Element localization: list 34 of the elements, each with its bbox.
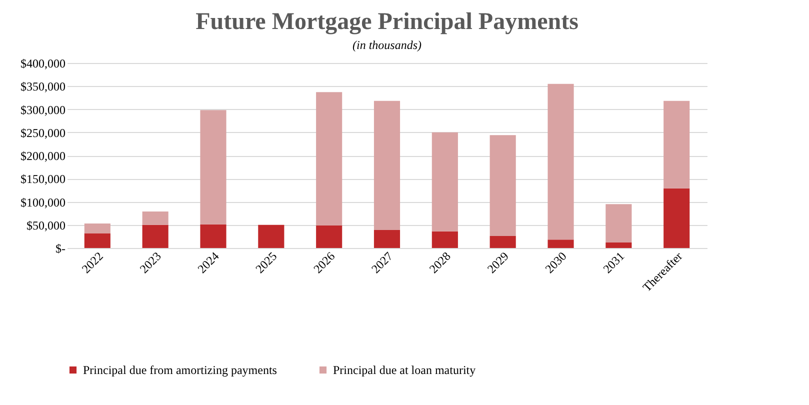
- bar: [142, 211, 168, 225]
- bar: [432, 132, 458, 232]
- y-tick-label: $250,000: [20, 126, 66, 140]
- bar: [664, 188, 690, 248]
- bar: [84, 223, 110, 234]
- bar: [606, 242, 632, 248]
- bar: [606, 204, 632, 242]
- bar: [200, 110, 226, 224]
- bar: [84, 233, 110, 248]
- bar: [142, 224, 168, 248]
- bar: [432, 231, 458, 248]
- bar: [374, 100, 400, 230]
- text: (in thousands): [352, 38, 422, 52]
- bar: [258, 224, 284, 248]
- y-tick-label: $200,000: [20, 149, 66, 163]
- legend-label: Principal due at loan maturity: [333, 363, 476, 377]
- bar: [316, 92, 342, 226]
- bar: [548, 84, 574, 240]
- chart-title: Future Mortgage Principal Payments: [196, 9, 578, 35]
- bar: [548, 240, 574, 248]
- y-tick-label: $300,000: [20, 102, 66, 117]
- legend-label: Principal due from amortizing payments: [83, 363, 278, 377]
- bar: [664, 100, 690, 188]
- bar: [316, 225, 342, 248]
- y-tick-label: $400,000: [20, 56, 66, 70]
- y-tick-label: $50,000: [26, 218, 66, 232]
- y-tick-label: $150,000: [20, 172, 66, 186]
- bar: [490, 135, 516, 236]
- bar: [374, 230, 400, 248]
- bar: [200, 224, 226, 248]
- y-tick-label: $350,000: [20, 80, 66, 94]
- y-tick-label: $100,000: [20, 195, 66, 210]
- bar: [490, 236, 516, 248]
- y-tick-label: $-: [56, 242, 66, 256]
